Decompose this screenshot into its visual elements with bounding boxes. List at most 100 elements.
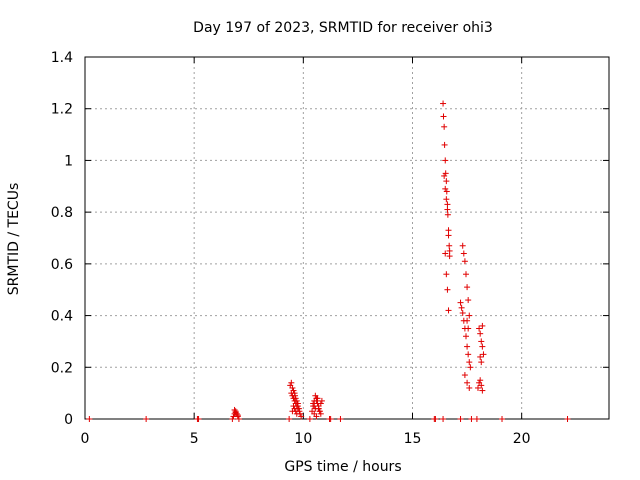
data-point-marker: [444, 201, 451, 208]
data-point-marker: [499, 416, 506, 422]
data-point-marker: [465, 297, 472, 304]
data-point-marker: [316, 408, 323, 415]
data-point-marker: [327, 416, 334, 422]
data-point-marker: [476, 325, 483, 332]
data-point-marker: [467, 364, 474, 371]
data-point-marker: [462, 271, 469, 278]
data-point-marker: [457, 299, 464, 306]
data-point-marker: [442, 157, 449, 164]
data-point-marker: [477, 353, 484, 360]
data-point-marker: [143, 416, 150, 422]
data-point-marker: [313, 413, 320, 420]
data-point-marker: [288, 379, 295, 386]
data-point-marker: [458, 304, 465, 311]
data-points: [86, 100, 571, 422]
data-point-marker: [298, 413, 305, 420]
axis-ticks: 0 0.2 0.4 0.6 0.8 1 1.2 1.4 0 5 10 15 20: [51, 50, 609, 447]
data-point-marker: [441, 123, 448, 130]
data-point-marker: [442, 185, 449, 192]
data-point-marker: [446, 242, 453, 249]
data-point-marker: [440, 113, 447, 120]
y-tick-label: 1.2: [51, 102, 73, 118]
data-point-marker: [478, 359, 485, 366]
data-point-marker: [443, 271, 450, 278]
y-tick-label: 1.4: [51, 50, 73, 66]
data-point-marker: [286, 416, 293, 422]
data-point-marker: [466, 384, 473, 391]
data-point-marker: [446, 247, 453, 254]
data-point-marker: [564, 416, 571, 422]
data-point-marker: [477, 377, 484, 384]
x-axis-label: GPS time / hours: [284, 459, 401, 475]
data-point-marker: [445, 227, 452, 234]
data-point-marker: [290, 395, 297, 402]
data-point-marker: [313, 397, 320, 404]
data-point-marker: [293, 410, 300, 417]
data-point-marker: [459, 309, 466, 316]
data-point-marker: [229, 416, 236, 422]
data-point-marker: [432, 416, 439, 422]
data-point-marker: [310, 400, 317, 407]
data-point-marker: [440, 100, 447, 107]
data-point-marker: [443, 196, 450, 203]
data-point-marker: [444, 211, 451, 218]
data-point-marker: [479, 322, 486, 329]
data-point-marker: [462, 333, 469, 340]
data-point-marker: [315, 405, 322, 412]
data-point-marker: [443, 178, 450, 185]
y-tick-label: 0.2: [51, 360, 73, 376]
data-point-marker: [475, 384, 481, 391]
y-tick-label: 0.6: [51, 257, 73, 273]
data-point-marker: [459, 242, 466, 249]
x-tick-label: 15: [404, 431, 422, 447]
data-point-marker: [464, 317, 471, 324]
data-point-marker: [317, 400, 324, 407]
data-point-marker: [231, 406, 238, 413]
data-point-marker: [461, 258, 468, 265]
data-point-marker: [442, 250, 449, 257]
data-point-marker: [464, 343, 471, 350]
data-point-marker: [468, 416, 475, 422]
data-point-marker: [292, 408, 299, 415]
data-point-marker: [476, 379, 483, 386]
data-point-marker: [441, 141, 448, 148]
x-tick-label: 0: [81, 431, 90, 447]
y-tick-label: 0.4: [51, 309, 73, 325]
data-point-marker: [318, 397, 325, 404]
grid-lines: [85, 57, 609, 419]
data-point-marker: [465, 325, 472, 332]
data-point-marker: [478, 338, 485, 345]
data-point-marker: [306, 416, 313, 422]
data-point-marker: [291, 397, 298, 404]
data-point-marker: [464, 379, 471, 386]
data-point-marker: [337, 416, 344, 422]
y-tick-label: 0.8: [51, 205, 73, 221]
data-point-marker: [317, 410, 324, 417]
data-point-marker: [460, 250, 467, 257]
data-point-marker: [233, 410, 240, 417]
data-point-marker: [294, 400, 301, 407]
data-point-marker: [445, 307, 452, 314]
y-tick-label: 1: [64, 153, 73, 169]
data-point-marker: [461, 372, 468, 379]
data-point-marker: [290, 403, 297, 410]
data-point-marker: [477, 330, 484, 337]
data-point-marker: [444, 206, 451, 213]
data-point-marker: [291, 405, 298, 412]
data-point-marker: [234, 412, 241, 419]
data-point-marker: [195, 416, 202, 422]
data-point-marker: [314, 395, 321, 402]
data-point-marker: [440, 416, 447, 422]
x-tick-label: 10: [294, 431, 312, 447]
data-point-marker: [465, 351, 472, 358]
data-point-marker: [466, 359, 473, 366]
data-point-marker: [289, 392, 296, 399]
data-point-marker: [445, 232, 452, 239]
data-point-marker: [473, 416, 480, 422]
data-point-marker: [464, 284, 471, 291]
data-point-marker: [446, 253, 453, 260]
x-tick-label: 20: [513, 431, 531, 447]
x-tick-label: 5: [190, 431, 199, 447]
y-axis-label: SRMTID / TECUs: [6, 183, 22, 296]
